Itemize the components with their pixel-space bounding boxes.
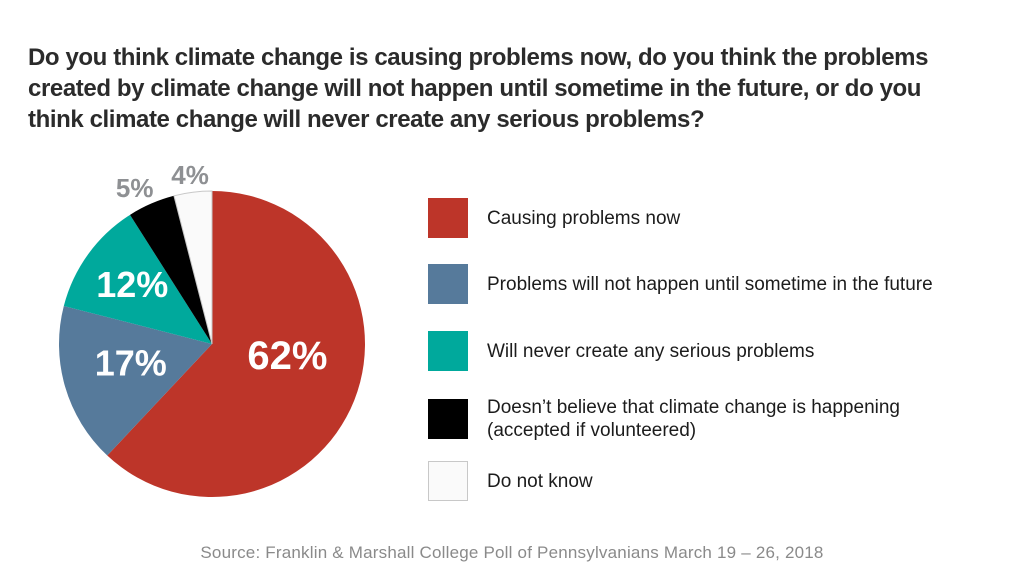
legend-item-problems-in-future: Problems will not happen until sometime … bbox=[428, 264, 988, 304]
pie-value-label-3: 5% bbox=[116, 173, 154, 203]
legend-swatch bbox=[428, 198, 468, 238]
legend-item-doesnt-believe: Doesn’t believe that climate change is h… bbox=[428, 396, 988, 442]
legend-label-line-2: (accepted if volunteered) bbox=[487, 420, 697, 441]
pie-slice-3 bbox=[130, 195, 212, 344]
title-line-2: created by climate change will not happe… bbox=[28, 75, 922, 102]
legend-label: Doesn’t believe that climate change is h… bbox=[487, 396, 900, 442]
legend-swatch bbox=[428, 399, 468, 439]
legend-label: Causing problems now bbox=[487, 207, 681, 229]
pie-value-label-4: 4% bbox=[171, 160, 209, 190]
pie-slice-4 bbox=[173, 190, 213, 345]
legend-swatch bbox=[428, 461, 468, 501]
source-caption: Source: Franklin & Marshall College Poll… bbox=[200, 543, 824, 562]
pie-chart: 62% 17% 12% 5% 4% bbox=[59, 160, 365, 497]
pie-slice-1 bbox=[59, 305, 212, 456]
title-line-3: think climate change will never create a… bbox=[28, 106, 705, 133]
legend-swatch bbox=[428, 331, 468, 371]
pie-value-label-2: 12% bbox=[96, 264, 168, 305]
title-line-1: Do you think climate change is causing p… bbox=[28, 44, 929, 71]
pie-value-label-1: 17% bbox=[95, 342, 167, 383]
legend-item-do-not-know: Do not know bbox=[428, 461, 988, 501]
pie-value-label-0: 62% bbox=[247, 334, 327, 378]
pie-slice-2 bbox=[63, 214, 213, 344]
legend-swatch bbox=[428, 264, 468, 304]
chart-question-title: Do you think climate change is causing p… bbox=[28, 42, 928, 135]
legend-label: Problems will not happen until sometime … bbox=[487, 273, 933, 295]
legend-label: Will never create any serious problems bbox=[487, 340, 815, 362]
legend: Causing problems now Problems will not h… bbox=[428, 198, 988, 501]
legend-item-causing-problems-now: Causing problems now bbox=[428, 198, 988, 238]
legend-item-never-serious-problems: Will never create any serious problems bbox=[428, 331, 988, 371]
legend-label: Do not know bbox=[487, 470, 593, 492]
legend-label-line-1: Doesn’t believe that climate change is h… bbox=[487, 397, 900, 418]
pie-slice-0 bbox=[107, 191, 365, 497]
